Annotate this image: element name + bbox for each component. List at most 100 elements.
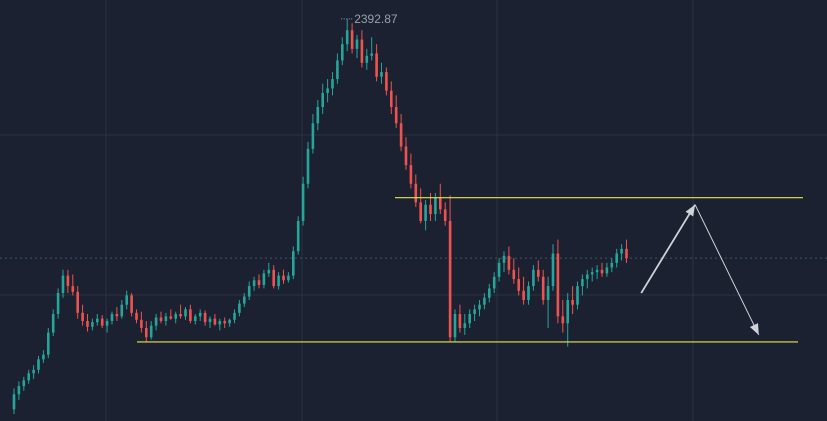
candle-body [473, 309, 476, 315]
candle-body [105, 320, 109, 326]
candle [600, 262, 604, 277]
candle-body [135, 312, 138, 320]
projection-arrow-1[interactable] [694, 204, 760, 336]
candle [336, 53, 339, 84]
candle [130, 293, 133, 317]
candle [184, 307, 187, 320]
candle-body [17, 386, 21, 395]
candle [272, 265, 275, 289]
candle [22, 376, 26, 391]
candle [252, 276, 256, 291]
candle-body [292, 251, 295, 276]
candle-body [96, 318, 99, 323]
candle-body [571, 300, 574, 305]
candle-body [22, 380, 26, 387]
candle [385, 67, 388, 96]
candle [267, 262, 271, 277]
candle [194, 314, 197, 325]
candle [140, 311, 143, 333]
candle-body [345, 30, 349, 45]
candle [615, 248, 618, 268]
candle-body [51, 314, 55, 333]
candle-body [581, 279, 584, 287]
candle [365, 48, 369, 70]
candle-body [272, 269, 275, 287]
candle [311, 113, 315, 154]
candle [620, 244, 623, 261]
candle-body [532, 269, 535, 287]
candle-body [257, 280, 261, 285]
candle-body [492, 276, 496, 289]
candle-body [203, 312, 207, 323]
candle-body [605, 267, 609, 274]
candle [561, 300, 565, 333]
candle-body [404, 146, 408, 166]
candle-body [213, 318, 217, 325]
candle [61, 269, 65, 298]
candle-body [439, 197, 442, 210]
candle-body [174, 314, 177, 319]
candle [419, 188, 422, 224]
candle-body [115, 314, 119, 317]
candle [164, 312, 168, 326]
candle-body [321, 93, 324, 107]
candle [86, 314, 89, 332]
candle-body [125, 295, 128, 305]
candle [66, 269, 70, 294]
candle-body [551, 253, 555, 287]
candle [468, 309, 471, 328]
candle-body [306, 148, 310, 184]
candle-body [409, 165, 413, 184]
candle-body [586, 274, 589, 280]
candle-body [179, 314, 182, 317]
candle [208, 316, 212, 328]
candle-body [517, 279, 520, 291]
candle-body [370, 53, 373, 56]
candle-body [159, 317, 163, 321]
candle-body [12, 394, 16, 410]
candle-body [507, 255, 511, 270]
candle-body [100, 318, 104, 326]
arrow-shaft [640, 204, 696, 294]
levels [137, 197, 803, 343]
candle-body [380, 72, 383, 77]
candle-body [247, 286, 251, 297]
candle-body [130, 295, 133, 313]
candle-body [145, 327, 148, 338]
candle [71, 274, 75, 296]
candle-body [32, 369, 35, 374]
candle-body [91, 322, 94, 327]
candle-body [527, 286, 530, 301]
candle [189, 304, 192, 324]
candle [198, 309, 202, 321]
candle-body [600, 269, 604, 274]
candle [541, 269, 545, 305]
candle-body [615, 253, 618, 263]
candle-body [610, 262, 614, 268]
candle [96, 314, 99, 326]
candle [282, 269, 285, 284]
candle [414, 174, 418, 208]
candle-body [463, 323, 467, 328]
candle [360, 30, 364, 68]
candle-body [311, 123, 315, 149]
candle [179, 304, 182, 319]
candle [478, 300, 481, 317]
projection-arrow-0[interactable] [640, 204, 696, 294]
candle [326, 79, 329, 103]
candle-body [394, 106, 398, 124]
candle [527, 281, 530, 305]
candle [350, 23, 354, 54]
candle-body [238, 303, 241, 313]
candle-body [262, 273, 266, 285]
candle-body [277, 275, 280, 287]
candle-body [169, 316, 173, 319]
candle [341, 37, 344, 66]
peak-price-label: 2392.87 [354, 12, 398, 26]
candle [571, 286, 574, 315]
candle [507, 246, 511, 275]
candle [76, 286, 79, 319]
candle [409, 153, 413, 189]
